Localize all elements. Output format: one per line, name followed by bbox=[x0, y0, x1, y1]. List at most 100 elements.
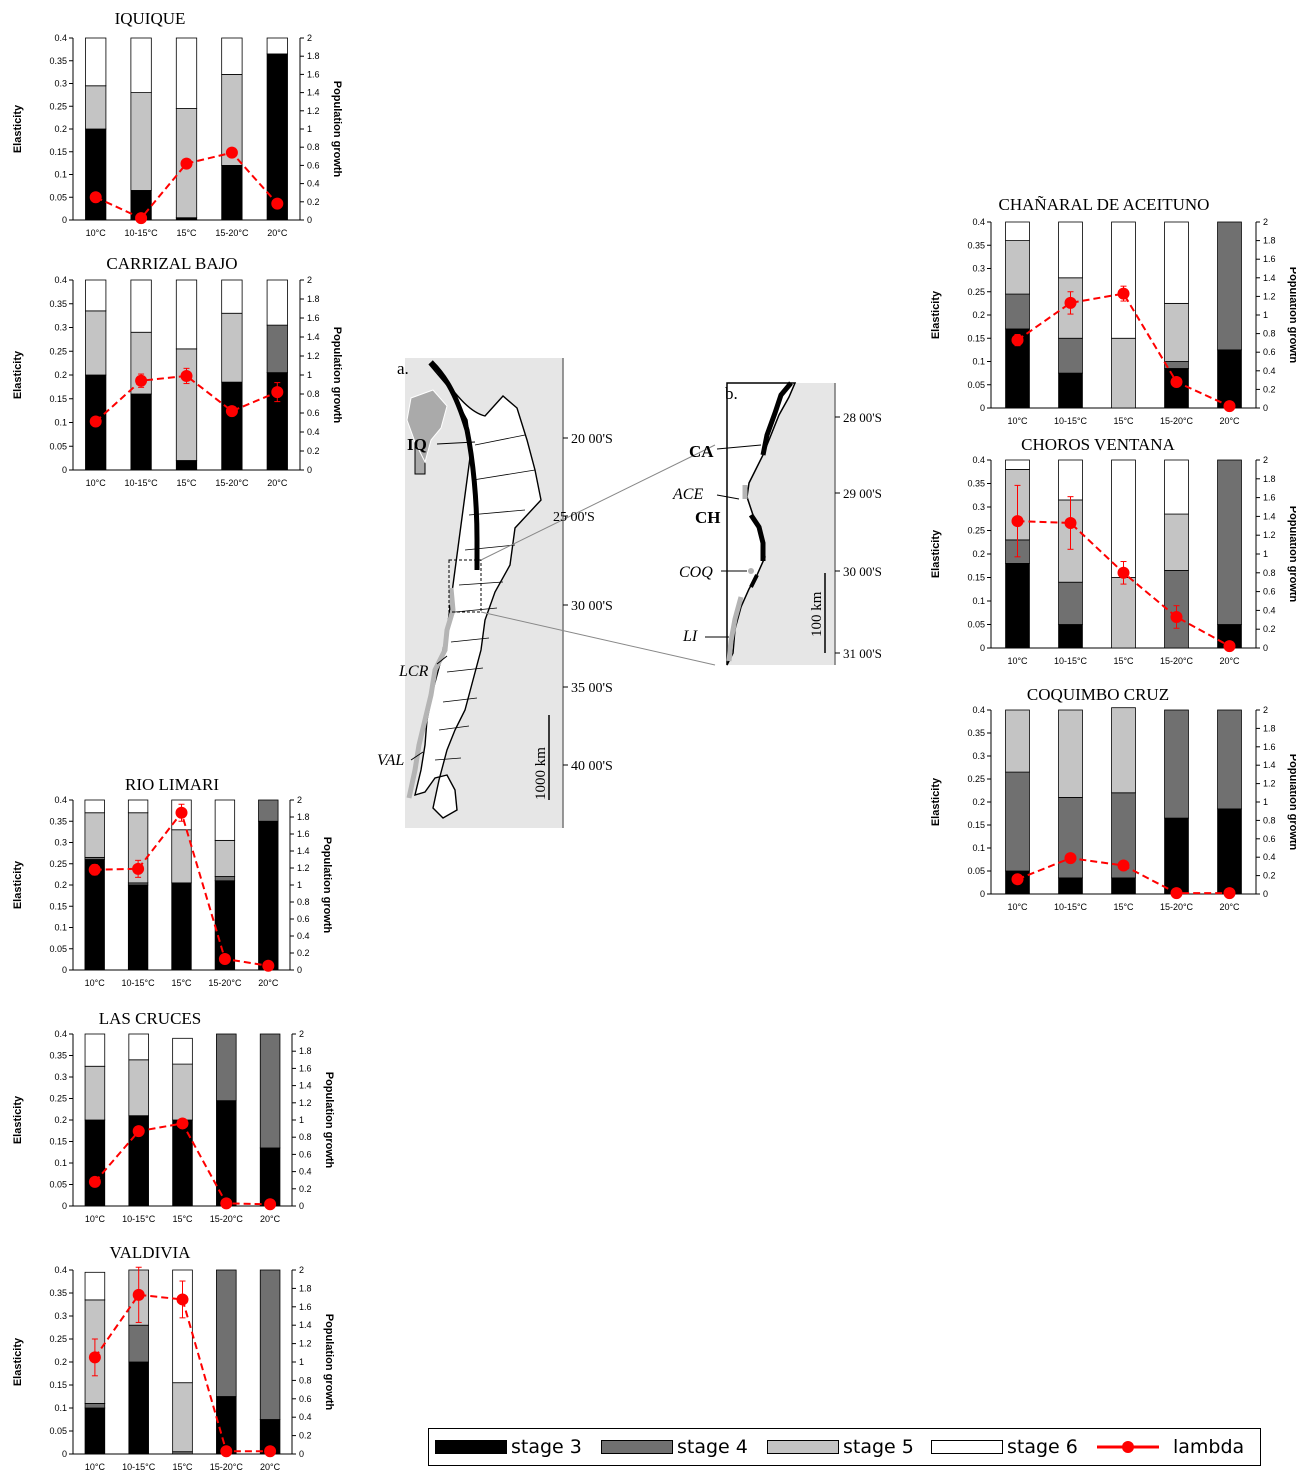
y-tick-label: 0.35 bbox=[967, 240, 985, 250]
site-label-ace: ACE bbox=[672, 486, 703, 503]
lat-label-30b: 30 00'S bbox=[843, 564, 882, 579]
x-tick-label: 15-20°C bbox=[210, 1462, 244, 1472]
lambda-point bbox=[1064, 516, 1077, 529]
chart-title: LAS CRUCES bbox=[99, 1009, 202, 1028]
chart-chanaral-de-aceituno: CHAÑARAL DE ACEITUNO 0 0.05 0.1 0.15 0.2 0.25 0… bbox=[916, 190, 1296, 430]
x-tick-label: 10-15°C bbox=[125, 228, 159, 238]
x-tick-label: 15°C bbox=[172, 1462, 193, 1472]
y2-tick-label: 1 bbox=[1263, 797, 1268, 807]
bar-stage-6 bbox=[127, 799, 149, 814]
y2-tick-label: 0.2 bbox=[307, 197, 320, 207]
y2-tick-label: 0.2 bbox=[1263, 624, 1276, 634]
bar-stage-3 bbox=[171, 882, 192, 971]
y-tick-label: 0.3 bbox=[972, 751, 985, 761]
y-tick-label: 0.3 bbox=[972, 502, 985, 512]
lat-label-35: 35 00'S bbox=[571, 681, 613, 696]
x-tick-label: 10°C bbox=[85, 978, 106, 988]
south-america-icon bbox=[406, 389, 448, 464]
y-tick-label: 0.05 bbox=[49, 1426, 67, 1436]
bar-stage-3 bbox=[1217, 349, 1242, 409]
y-tick-label: 0.2 bbox=[54, 370, 67, 380]
y2-tick-label: 1.8 bbox=[1263, 723, 1276, 733]
y2-tick-label: 1.6 bbox=[307, 313, 320, 323]
y-tick-label: 0.2 bbox=[54, 1115, 67, 1125]
x-tick-label: 15-20°C bbox=[215, 478, 249, 488]
chart-title: IQUIQUE bbox=[115, 9, 186, 28]
y-tick-label: 0.05 bbox=[49, 441, 67, 451]
y-tick-label: 0.15 bbox=[967, 820, 985, 830]
lambda-point bbox=[218, 952, 231, 965]
y2-tick-label: 0.8 bbox=[299, 1132, 312, 1142]
bar-stage-3 bbox=[221, 164, 243, 221]
y2-tick-label: 1 bbox=[299, 1357, 304, 1367]
y-tick-label: 0.4 bbox=[972, 217, 985, 227]
x-tick-label: 15-20°C bbox=[1160, 656, 1194, 666]
lambda-line bbox=[94, 1293, 271, 1453]
lat-label-29: 29 00'S bbox=[843, 486, 882, 501]
x-tick-label: 20°C bbox=[267, 478, 288, 488]
y2-tick-label: 2 bbox=[299, 1265, 304, 1275]
y-tick-label: 0.3 bbox=[54, 323, 67, 333]
legend-item-stage-3: stage 3 bbox=[435, 1429, 582, 1465]
x-tick-label: 20°C bbox=[258, 978, 279, 988]
chart-title: CARRIZAL BAJO bbox=[106, 254, 237, 273]
bar-stage-3 bbox=[1058, 877, 1083, 895]
bar-stage-3 bbox=[221, 381, 243, 471]
x-tick-label: 10-15°C bbox=[1054, 416, 1088, 426]
y2-tick-label: 0 bbox=[1263, 403, 1268, 413]
x-tick-label: 10-15°C bbox=[1054, 656, 1088, 666]
chart-title: CHAÑARAL DE ACEITUNO bbox=[999, 195, 1210, 214]
lat-label-31: 31 00'S bbox=[843, 646, 882, 661]
bar-stage-4 bbox=[1005, 293, 1030, 330]
lambda-point bbox=[135, 212, 148, 225]
y-tick-label: 0.05 bbox=[967, 866, 985, 876]
map-b-letter: b. bbox=[725, 384, 738, 403]
y2-tick-label: 0 bbox=[307, 465, 312, 475]
y2-tick-label: 0.8 bbox=[307, 142, 320, 152]
y2-tick-label: 1.2 bbox=[297, 863, 310, 873]
y2-axis-label: Population growth bbox=[323, 1072, 335, 1169]
y2-tick-label: 1.6 bbox=[299, 1302, 312, 1312]
bar-stage-6 bbox=[85, 279, 107, 312]
y2-tick-label: 1.4 bbox=[299, 1320, 312, 1330]
x-tick-label: 10-15°C bbox=[122, 1214, 156, 1224]
legend-lambda-icon bbox=[1097, 1441, 1159, 1453]
legend-label-stage-4: stage 4 bbox=[677, 1436, 748, 1458]
y2-tick-label: 1.8 bbox=[299, 1283, 312, 1293]
y2-tick-label: 1.2 bbox=[1263, 779, 1276, 789]
bar-stage-4 bbox=[259, 1269, 281, 1420]
lat-label-20: 20 00'S bbox=[571, 432, 613, 447]
y2-tick-label: 0.8 bbox=[1263, 815, 1276, 825]
x-tick-label: 10°C bbox=[86, 478, 107, 488]
y-tick-label: 0.05 bbox=[49, 192, 67, 202]
y2-tick-label: 0 bbox=[1263, 643, 1268, 653]
x-tick-label: 20°C bbox=[1219, 902, 1240, 912]
lambda-point bbox=[132, 1125, 145, 1138]
site-pointer-ca bbox=[716, 444, 762, 450]
bar-stage-5 bbox=[128, 1059, 149, 1117]
y2-tick-label: 2 bbox=[299, 1029, 304, 1039]
bar-stage-6 bbox=[128, 1033, 149, 1061]
y2-tick-label: 1.6 bbox=[299, 1063, 312, 1073]
bar-stage-5 bbox=[172, 1063, 193, 1121]
site-pointer-ace bbox=[716, 494, 740, 500]
bar-stage-3 bbox=[259, 1147, 281, 1207]
x-tick-label: 15-20°C bbox=[210, 1214, 244, 1224]
y2-tick-label: 0.4 bbox=[299, 1412, 312, 1422]
bar-stage-3 bbox=[1058, 372, 1083, 409]
bar-stage-5 bbox=[1111, 337, 1136, 409]
x-tick-label: 20°C bbox=[260, 1214, 281, 1224]
y2-tick-label: 1.6 bbox=[297, 829, 310, 839]
bar-stage-4 bbox=[214, 876, 236, 882]
lambda-point bbox=[1117, 287, 1130, 300]
coast-gray-li bbox=[726, 596, 744, 662]
y-axis-label: Elasticity bbox=[930, 529, 942, 578]
bar-stage-5 bbox=[84, 812, 105, 858]
y2-tick-label: 0.4 bbox=[299, 1167, 312, 1177]
y2-tick-label: 1 bbox=[297, 880, 302, 890]
site-pointer-lcr bbox=[436, 655, 448, 665]
y2-tick-label: 1 bbox=[1263, 310, 1268, 320]
bar-stage-3 bbox=[1164, 368, 1189, 409]
y2-tick-label: 0.6 bbox=[307, 160, 320, 170]
bar-stage-4 bbox=[1058, 797, 1083, 879]
